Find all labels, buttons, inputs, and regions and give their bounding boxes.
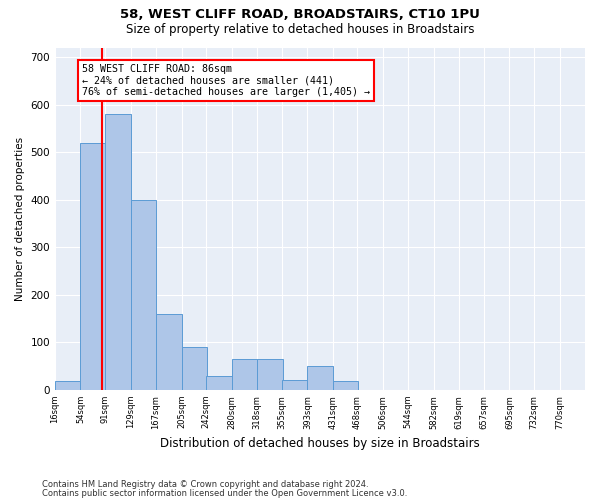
Bar (282, 380, 307, 390)
Y-axis label: Number of detached properties: Number of detached properties (15, 136, 25, 301)
Text: Contains HM Land Registry data © Crown copyright and database right 2024.: Contains HM Land Registry data © Crown c… (42, 480, 368, 489)
Bar (257, 359, 283, 390)
Text: 58 WEST CLIFF ROAD: 86sqm
← 24% of detached houses are smaller (441)
76% of semi: 58 WEST CLIFF ROAD: 86sqm ← 24% of detac… (82, 64, 370, 98)
X-axis label: Distribution of detached houses by size in Broadstairs: Distribution of detached houses by size … (160, 437, 480, 450)
Bar (80, 142, 106, 390)
Text: Contains public sector information licensed under the Open Government Licence v3: Contains public sector information licen… (42, 489, 407, 498)
Bar (156, 314, 182, 390)
Bar (105, 114, 131, 390)
Bar (232, 359, 257, 390)
Text: Size of property relative to detached houses in Broadstairs: Size of property relative to detached ho… (126, 22, 474, 36)
Bar (307, 366, 333, 390)
Bar (131, 200, 156, 390)
Bar (206, 376, 232, 390)
Bar (182, 347, 207, 390)
Bar (55, 382, 80, 390)
Bar (333, 382, 358, 390)
Text: 58, WEST CLIFF ROAD, BROADSTAIRS, CT10 1PU: 58, WEST CLIFF ROAD, BROADSTAIRS, CT10 1… (120, 8, 480, 20)
